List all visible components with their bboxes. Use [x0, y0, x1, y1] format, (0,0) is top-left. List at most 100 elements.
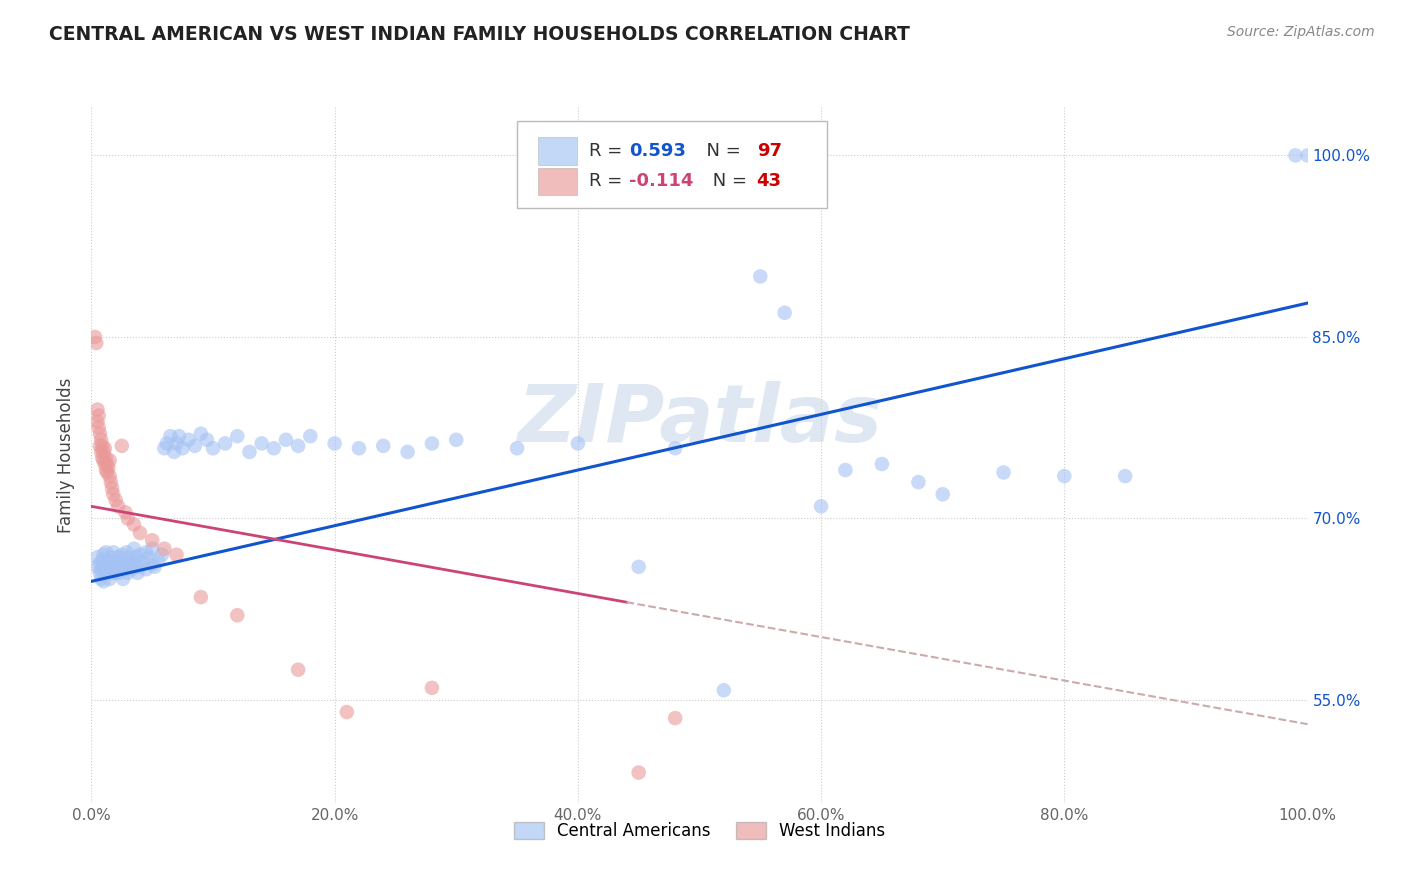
Point — [117, 511, 139, 525]
Point — [89, 566, 111, 580]
Point — [103, 487, 125, 501]
FancyBboxPatch shape — [537, 137, 576, 165]
Point — [664, 711, 686, 725]
Point — [131, 554, 153, 568]
Point — [373, 439, 395, 453]
Point — [420, 681, 443, 695]
Point — [98, 469, 121, 483]
Point — [94, 442, 117, 456]
Point — [111, 439, 134, 453]
Point — [153, 541, 176, 556]
Text: 0.593: 0.593 — [628, 142, 686, 160]
Point — [86, 550, 108, 565]
Point — [444, 433, 467, 447]
Point — [104, 566, 127, 580]
Point — [184, 439, 207, 453]
Point — [713, 683, 735, 698]
Point — [287, 663, 309, 677]
Point — [664, 442, 686, 456]
Point — [90, 572, 112, 586]
Point — [100, 550, 122, 565]
Point — [135, 562, 157, 576]
Point — [627, 765, 650, 780]
Point — [110, 558, 132, 572]
Point — [141, 533, 163, 548]
Point — [834, 463, 856, 477]
Point — [153, 442, 176, 456]
Text: N =: N = — [695, 142, 747, 160]
Point — [226, 429, 249, 443]
Point — [105, 559, 128, 574]
Point — [89, 426, 111, 441]
Point — [177, 433, 200, 447]
Point — [810, 500, 832, 514]
Point — [101, 566, 124, 580]
Point — [214, 436, 236, 450]
Point — [122, 517, 145, 532]
Point — [1053, 469, 1076, 483]
Point — [94, 450, 117, 465]
Point — [135, 545, 157, 559]
Point — [87, 420, 110, 434]
Point — [90, 445, 112, 459]
Point — [125, 550, 148, 565]
Point — [773, 306, 796, 320]
Point — [263, 442, 285, 456]
Point — [150, 548, 173, 562]
Point — [114, 505, 136, 519]
Point — [1296, 148, 1319, 162]
Point — [111, 548, 134, 562]
Point — [96, 562, 118, 576]
Point — [129, 548, 152, 562]
Point — [120, 558, 142, 572]
Point — [104, 554, 127, 568]
Point — [111, 572, 134, 586]
Point — [98, 572, 121, 586]
Point — [124, 559, 146, 574]
Point — [84, 336, 107, 351]
Point — [567, 436, 589, 450]
Point — [93, 548, 115, 562]
Point — [156, 436, 179, 450]
FancyBboxPatch shape — [537, 168, 576, 195]
Legend: Central Americans, West Indians: Central Americans, West Indians — [508, 815, 891, 847]
Point — [141, 558, 163, 572]
Text: R =: R = — [589, 172, 628, 191]
Point — [1284, 148, 1306, 162]
Text: Source: ZipAtlas.com: Source: ZipAtlas.com — [1227, 25, 1375, 39]
Point — [90, 433, 112, 447]
Point — [138, 550, 160, 565]
Point — [98, 559, 121, 574]
Point — [299, 429, 322, 443]
Point — [103, 558, 125, 572]
Point — [159, 429, 181, 443]
Point — [195, 433, 218, 447]
Point — [103, 562, 125, 576]
Point — [93, 574, 115, 589]
Point — [91, 439, 114, 453]
Point — [100, 475, 122, 490]
Point — [86, 402, 108, 417]
Point — [117, 550, 139, 565]
Point — [87, 409, 110, 423]
Point — [396, 445, 419, 459]
Point — [250, 436, 273, 450]
Point — [143, 559, 166, 574]
Point — [129, 559, 152, 574]
Point — [98, 453, 121, 467]
Point — [274, 433, 297, 447]
Point — [93, 453, 115, 467]
Text: N =: N = — [707, 172, 752, 191]
Point — [127, 566, 149, 580]
Point — [104, 493, 127, 508]
Text: R =: R = — [589, 142, 628, 160]
Point — [190, 590, 212, 604]
Text: -0.114: -0.114 — [628, 172, 693, 191]
Point — [91, 450, 114, 465]
Point — [115, 545, 138, 559]
Point — [86, 415, 108, 429]
Point — [993, 466, 1015, 480]
Point — [907, 475, 929, 490]
Point — [91, 554, 114, 568]
FancyBboxPatch shape — [517, 121, 827, 208]
